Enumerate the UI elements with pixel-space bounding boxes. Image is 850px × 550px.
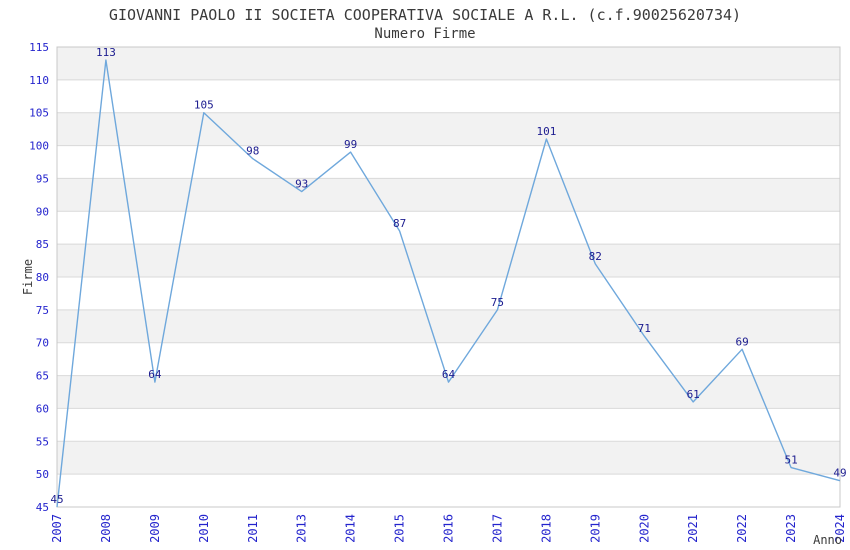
y-axis-labels: 45 50 55 60 65 70 75 80 85 90 95 100 105 110 115	[29, 41, 49, 514]
chart-subtitle: Numero Firme	[374, 26, 476, 42]
plot-band	[57, 47, 840, 80]
data-label: 45	[50, 493, 63, 506]
axis-titles: Firme Anno	[21, 259, 842, 547]
y-tick-label: 85	[36, 238, 49, 251]
x-tick-label: 2021	[686, 514, 700, 543]
x-tick-label: 2022	[735, 514, 749, 543]
data-label: 61	[687, 388, 700, 401]
data-label: 75	[491, 296, 504, 309]
series	[56, 59, 841, 508]
x-tick-label: 2019	[588, 514, 602, 543]
data-label: 113	[96, 46, 116, 59]
y-tick-label: 110	[29, 74, 49, 87]
y-tick-label: 55	[36, 435, 49, 448]
y-tick-label: 105	[29, 107, 49, 120]
x-tick-label: 2007	[50, 514, 64, 543]
data-label: 51	[784, 454, 797, 467]
x-tick-label: 2023	[784, 514, 798, 543]
y-tick-label: 90	[36, 205, 49, 218]
x-tick-label: 2008	[99, 514, 113, 543]
plot-band	[57, 112, 840, 146]
y-tick-label: 100	[29, 140, 49, 153]
data-label: 69	[735, 335, 748, 348]
gridlines	[57, 79, 840, 475]
y-tick-label: 95	[36, 172, 49, 185]
x-tick-label: 2017	[490, 514, 504, 543]
data-label: 49	[833, 467, 846, 480]
plot-band	[57, 309, 840, 343]
y-tick-label: 115	[29, 41, 49, 54]
plot-band	[57, 244, 840, 277]
plot-band	[57, 441, 840, 475]
data-label: 99	[344, 138, 357, 151]
data-label: 71	[638, 322, 651, 335]
x-tick-label: 2011	[246, 514, 260, 543]
data-label: 105	[194, 99, 214, 112]
x-tick-label: 2014	[344, 514, 358, 543]
series-line	[56, 59, 841, 508]
y-tick-label: 45	[36, 501, 49, 514]
y-tick-label: 65	[36, 370, 49, 383]
data-label: 87	[393, 217, 406, 230]
y-tick-label: 80	[36, 271, 49, 284]
plot-bands	[57, 47, 840, 475]
plot-border	[56, 46, 841, 508]
y-axis-title: Firme	[21, 259, 35, 295]
x-tick-label: 2013	[295, 514, 309, 543]
x-axis-title: Anno	[813, 533, 842, 547]
x-tick-label: 2016	[442, 514, 456, 543]
chart-title: GIOVANNI PAOLO II SOCIETA COOPERATIVA SO…	[108, 6, 742, 24]
data-labels: 45 113 64 105 98 93 99 87 64 75 101 82 71 61 69 51 49	[50, 46, 846, 506]
x-tick-label: 2020	[637, 514, 651, 543]
data-label: 93	[295, 178, 308, 191]
data-label: 101	[536, 125, 556, 138]
data-label: 82	[589, 250, 602, 263]
x-tick-label: 2015	[393, 514, 407, 543]
data-label: 64	[148, 368, 162, 381]
y-tick-label: 75	[36, 304, 49, 317]
data-label: 64	[442, 368, 456, 381]
x-axis-labels: 2007 2008 2009 2010 2011 2013 2014 2015 2016 2017…	[50, 514, 847, 543]
y-tick-label: 50	[36, 468, 49, 481]
x-tick-label: 2018	[539, 514, 553, 543]
y-tick-label: 60	[36, 402, 49, 415]
x-tick-label: 2024	[833, 514, 847, 543]
x-tick-label: 2009	[148, 514, 162, 543]
plot-band	[57, 178, 840, 212]
y-tick-label: 70	[36, 337, 49, 350]
x-tick-label: 2010	[197, 514, 211, 543]
data-label: 98	[246, 145, 259, 158]
